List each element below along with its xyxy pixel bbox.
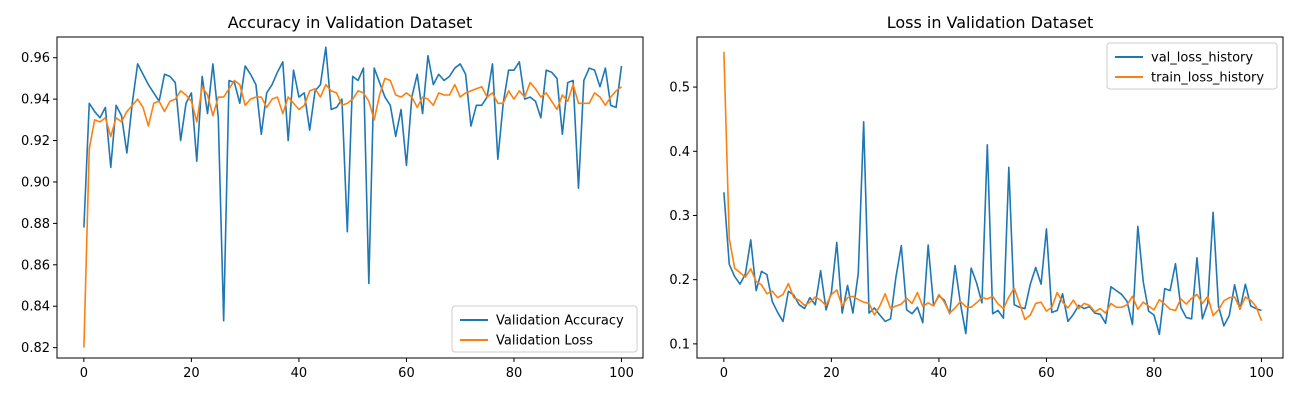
legend-label: train_loss_history: [1151, 71, 1264, 86]
series-line-1: [723, 120, 1262, 336]
y-tick-label: 0.86: [21, 258, 50, 273]
y-tick-label: 0.92: [21, 134, 50, 149]
y-tick-label: 0.3: [669, 209, 690, 224]
y-tick-label: 0.90: [21, 175, 50, 190]
series-line-1: [83, 46, 623, 322]
x-tick-label: 0: [80, 366, 88, 381]
legend-box: [451, 305, 638, 353]
x-tick-label: 60: [398, 366, 415, 381]
y-tick-label: 0.94: [21, 93, 50, 108]
series-line-2: [723, 51, 1263, 322]
chart-title: Accuracy in Validation Dataset: [228, 13, 473, 32]
x-tick-label: 60: [1038, 366, 1055, 381]
legend-box: [1106, 42, 1278, 90]
legend: val_loss_history train_loss_history: [1106, 42, 1278, 90]
x-tick-label: 100: [609, 366, 634, 381]
y-tick-label: 0.2: [669, 273, 690, 288]
chart-title: Loss in Validation Dataset: [887, 13, 1094, 32]
legend-label: Validation Accuracy: [496, 314, 624, 329]
y-tick-label: 0.4: [669, 145, 690, 160]
y-tick-label: 0.82: [21, 341, 50, 356]
chart-2: Loss in Validation Dataset 0 20 40 60 80 100 0.…: [669, 13, 1284, 381]
x-tick-label: 100: [1249, 366, 1274, 381]
y-tick-label: 0.96: [21, 51, 50, 66]
x-tick-label: 20: [823, 366, 840, 381]
x-tick-label: 40: [931, 366, 948, 381]
x-tick-label: 80: [1146, 366, 1163, 381]
plot-frame: [696, 36, 1284, 359]
x-tick-label: 0: [720, 366, 728, 381]
legend: Validation Accuracy Validation Loss: [451, 305, 638, 353]
y-tick-label: 0.88: [21, 217, 50, 232]
x-tick-label: 20: [183, 366, 200, 381]
y-tick-label: 0.84: [21, 300, 50, 315]
chart-1: Accuracy in Validation Dataset 0 20 40 60 80 1…: [21, 13, 644, 381]
y-tick-label: 0.1: [669, 337, 690, 352]
series-line-2: [83, 77, 622, 348]
plot-frame: [56, 36, 644, 359]
x-tick-label: 40: [291, 366, 308, 381]
x-tick-label: 80: [506, 366, 523, 381]
y-tick-label: 0.5: [669, 81, 690, 96]
legend-label: val_loss_history: [1151, 51, 1253, 66]
legend-label: Validation Loss: [496, 334, 593, 349]
